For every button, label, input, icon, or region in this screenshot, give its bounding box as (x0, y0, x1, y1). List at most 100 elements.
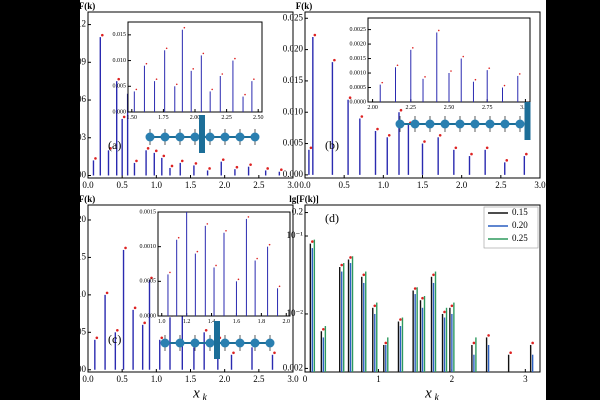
x-tick-label: 2.0 (219, 180, 231, 190)
y-tick-label: 0.020 (66, 214, 87, 224)
y-tick-label: 0.002 (283, 362, 303, 372)
y-tick-label: 0.0010 (350, 70, 367, 76)
y-axis-label: F(k) (296, 1, 313, 11)
x-tick-label: 2.25 (221, 115, 232, 121)
peak-marker (221, 73, 224, 75)
peak-marker (160, 336, 164, 340)
peak-marker (333, 58, 336, 62)
panel-label: (b) (325, 138, 339, 152)
peak-marker (155, 78, 158, 80)
peak-marker (206, 223, 209, 225)
peak-marker (503, 84, 506, 87)
peak-marker (531, 341, 534, 345)
peak-marker (232, 351, 235, 355)
peak-marker (208, 167, 211, 170)
x-tick-label: 1.2 (183, 319, 191, 325)
x-tick-label: 1.0 (158, 319, 166, 325)
peak-marker (362, 273, 366, 277)
plot-area (167, 212, 281, 316)
panel-label: (d) (325, 211, 339, 225)
peak-marker (196, 250, 199, 253)
peak-marker (135, 88, 138, 91)
peak-marker (154, 149, 158, 153)
spin-site (235, 132, 245, 142)
x-tick-label: 2.50 (444, 105, 455, 111)
x-axis-label-sub: k (203, 392, 208, 400)
y-tick-label: 0.005 (66, 326, 87, 336)
peak-marker (237, 278, 240, 281)
x-tick-label: 0.5 (117, 374, 129, 384)
peak-marker (360, 115, 364, 118)
spin-site (235, 338, 245, 348)
peak-marker (109, 147, 112, 150)
y-tick-label: 0.0025 (350, 27, 367, 33)
x-tick-label: 2.50 (253, 115, 264, 121)
peak-marker (373, 304, 377, 308)
spin-site (250, 132, 260, 142)
y-tick-label: 0.015 (283, 75, 304, 85)
x-tick-label: 3.0 (534, 180, 546, 190)
x-tick-label: 1.5 (185, 374, 197, 384)
y-tick-label: 0.0020 (350, 41, 367, 47)
y-axis-label: F(k) (79, 194, 96, 204)
plot-area (309, 239, 534, 372)
spin-site (485, 119, 495, 129)
peak-marker (95, 336, 99, 340)
x-tick-label: 1.0 (151, 374, 163, 384)
peak-marker (443, 310, 446, 314)
peak-marker (450, 304, 454, 308)
peak-marker (244, 93, 246, 96)
spin-site (455, 119, 465, 129)
x-tick-label: 0.0 (299, 180, 311, 190)
legend-label: 0.15 (512, 207, 528, 217)
peak-marker (247, 216, 250, 218)
x-tick-label: 1.8 (258, 319, 266, 325)
peak-marker (204, 329, 208, 332)
peak-marker (211, 88, 213, 91)
peak-marker (177, 236, 180, 239)
spin-site (190, 338, 200, 348)
x-tick-label: 1.5 (185, 180, 197, 190)
y-tick-label: 0.09 (70, 56, 86, 66)
spin-site (440, 119, 450, 129)
peak-marker (470, 152, 473, 156)
y-tick-label: 0.0000 (350, 99, 367, 105)
spin-site (205, 338, 215, 348)
y-tick-label: 0.0005 (140, 279, 157, 285)
legend-label: 0.20 (512, 220, 528, 230)
x-tick-label: 2.5 (253, 374, 265, 384)
x-tick-label: 1.5 (417, 180, 429, 190)
peak-marker (454, 146, 458, 150)
spin-site (145, 132, 155, 142)
spin-site (220, 132, 230, 142)
peak-marker (124, 246, 127, 250)
spin-site (220, 338, 230, 348)
peak-marker (450, 70, 452, 72)
peak-marker (381, 81, 384, 84)
spin-site (500, 119, 510, 129)
big-spin (214, 321, 220, 359)
y-tick-label: 0.010 (283, 106, 304, 116)
x-tick-label: 1.0 (151, 180, 163, 190)
peak-marker (146, 147, 150, 150)
peak-marker (438, 133, 442, 137)
peak-marker (411, 47, 414, 49)
peak-marker (505, 159, 509, 162)
spin-site (425, 119, 435, 129)
x-tick-label: 0.0 (82, 374, 94, 384)
x-tick-label: 1.4 (208, 319, 216, 325)
y-tick-label: 0.0010 (140, 244, 157, 250)
peak-marker (249, 163, 252, 166)
y-tick-label: 0.12 (70, 19, 86, 29)
spin-site (205, 132, 215, 142)
peak-marker (169, 271, 171, 274)
big-spin (199, 115, 205, 153)
peak-marker (485, 146, 489, 150)
plot-area (133, 26, 255, 112)
peak-marker (143, 321, 146, 325)
x-tick-label: 2.0 (219, 374, 231, 384)
peak-marker (278, 285, 281, 288)
spin-site (265, 338, 275, 348)
inset-frame (127, 21, 263, 113)
peak-marker (525, 152, 528, 156)
